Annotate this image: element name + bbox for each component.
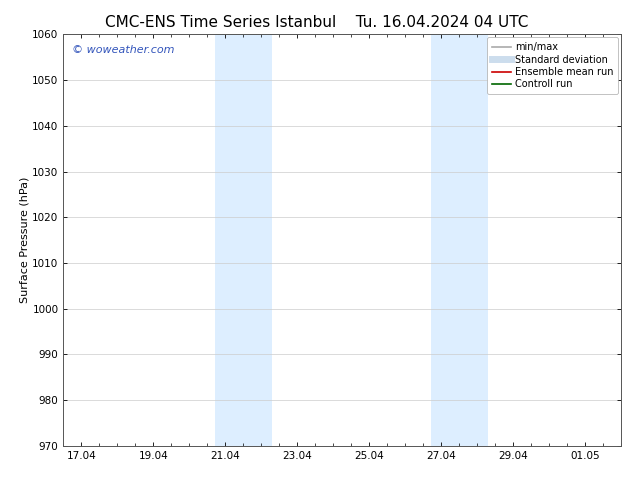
Text: © woweather.com: © woweather.com — [72, 45, 174, 54]
Bar — [214, 34, 272, 446]
Legend: min/max, Standard deviation, Ensemble mean run, Controll run: min/max, Standard deviation, Ensemble me… — [487, 37, 618, 94]
Bar — [430, 34, 488, 446]
Text: CMC-ENS Time Series Istanbul    Tu. 16.04.2024 04 UTC: CMC-ENS Time Series Istanbul Tu. 16.04.2… — [105, 15, 529, 30]
Y-axis label: Surface Pressure (hPa): Surface Pressure (hPa) — [20, 177, 30, 303]
